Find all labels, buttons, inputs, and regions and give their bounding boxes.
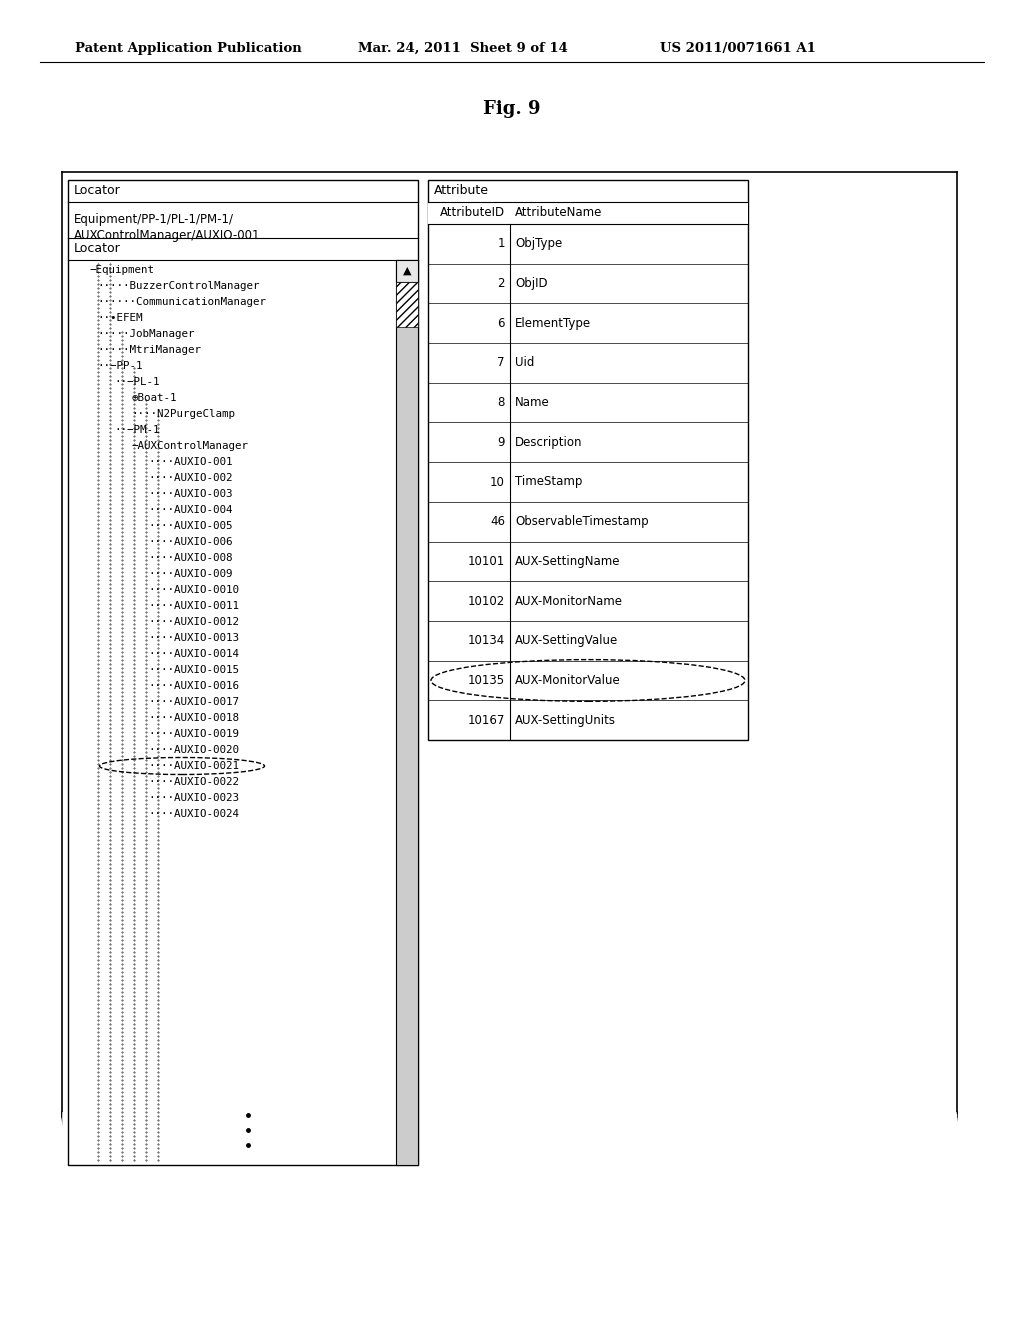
Text: ··−PL-1: ··−PL-1 [115,378,160,387]
Text: ····AUXIO-0024: ····AUXIO-0024 [148,809,240,818]
Text: ····AUXIO-0012: ····AUXIO-0012 [148,616,240,627]
Text: Fig. 9: Fig. 9 [483,100,541,117]
Text: 10101: 10101 [468,554,505,568]
Text: ····AUXIO-0010: ····AUXIO-0010 [148,585,240,595]
Text: ····AUXIO-0021: ····AUXIO-0021 [148,762,240,771]
Bar [396,282,418,327]
Text: ⊕Boat-1: ⊕Boat-1 [131,393,177,403]
Text: 10134: 10134 [468,635,505,647]
Text: ····AUXIO-008: ····AUXIO-008 [148,553,233,564]
Bar [396,260,418,1166]
Text: ····AUXIO-0018: ····AUXIO-0018 [148,713,240,723]
Text: −AUXControlManager: −AUXControlManager [131,441,249,451]
Text: ····AUXIO-006: ····AUXIO-006 [148,537,233,546]
Text: ··−PM-1: ··−PM-1 [115,425,160,436]
Text: Equipment/PP-1/PL-1/PM-1/: Equipment/PP-1/PL-1/PM-1/ [74,213,234,226]
Text: AUXControlManager/AUXIO-001: AUXControlManager/AUXIO-001 [74,228,260,242]
Text: AUX-MonitorValue: AUX-MonitorValue [515,675,621,686]
Text: 8: 8 [498,396,505,409]
Text: ····AUXIO-0014: ····AUXIO-0014 [148,649,240,659]
Text: ObjType: ObjType [515,238,562,251]
Text: Patent Application Publication: Patent Application Publication [75,42,302,55]
Text: 10167: 10167 [468,714,505,726]
Text: AUX-MonitorName: AUX-MonitorName [515,594,623,607]
Text: ····AUXIO-0013: ····AUXIO-0013 [148,634,240,643]
Text: Uid: Uid [515,356,535,370]
Text: ····AUXIO-0019: ····AUXIO-0019 [148,729,240,739]
Text: ObservableTimestamp: ObservableTimestamp [515,515,648,528]
Text: 10: 10 [490,475,505,488]
Text: Name: Name [515,396,550,409]
Text: AUX-SettingValue: AUX-SettingValue [515,635,618,647]
Bar [428,180,748,741]
Text: ····AUXIO-002: ····AUXIO-002 [148,473,233,483]
Text: ····AUXIO-0022: ····AUXIO-0022 [148,777,240,787]
Text: ····N2PurgeClamp: ····N2PurgeClamp [131,409,236,418]
Text: 46: 46 [490,515,505,528]
Text: ····AUXIO-009: ····AUXIO-009 [148,569,233,579]
Bar [428,202,748,224]
Text: ····AUXIO-0023: ····AUXIO-0023 [148,793,240,803]
Text: AUX-SettingUnits: AUX-SettingUnits [515,714,616,726]
Text: −Equipment: −Equipment [89,265,154,275]
Text: ·····MtriManager: ·····MtriManager [97,345,202,355]
Text: 1: 1 [498,238,505,251]
Text: 10102: 10102 [468,594,505,607]
Text: 9: 9 [498,436,505,449]
Text: AttributeID: AttributeID [440,206,505,219]
Text: ··−PP-1: ··−PP-1 [97,360,143,371]
Text: ▲: ▲ [402,267,412,276]
Text: ····AUXIO-0015: ····AUXIO-0015 [148,665,240,675]
Bar [68,180,418,1166]
Text: ····AUXIO-0020: ····AUXIO-0020 [148,744,240,755]
Text: ····AUXIO-0016: ····AUXIO-0016 [148,681,240,690]
Text: ····AUXIO-0011: ····AUXIO-0011 [148,601,240,611]
Text: ··•EFEM: ··•EFEM [97,313,143,323]
Text: ····AUXIO-004: ····AUXIO-004 [148,506,233,515]
Text: TimeStamp: TimeStamp [515,475,583,488]
Text: ·····BuzzerControlManager: ·····BuzzerControlManager [97,281,260,290]
Text: ····AUXIO-003: ····AUXIO-003 [148,488,233,499]
Text: 10135: 10135 [468,675,505,686]
Text: ·····JobManager: ·····JobManager [97,329,195,339]
Text: 7: 7 [498,356,505,370]
Text: ····AUXIO-0017: ····AUXIO-0017 [148,697,240,708]
Text: Locator: Locator [74,243,121,256]
Text: 6: 6 [498,317,505,330]
Text: AUX-SettingName: AUX-SettingName [515,554,621,568]
Text: Attribute: Attribute [434,185,489,198]
Text: Description: Description [515,436,583,449]
Text: 2: 2 [498,277,505,290]
Text: ····AUXIO-005: ····AUXIO-005 [148,521,233,531]
Bar [396,260,418,282]
Text: Mar. 24, 2011  Sheet 9 of 14: Mar. 24, 2011 Sheet 9 of 14 [358,42,568,55]
Polygon shape [63,1111,956,1177]
Text: Locator: Locator [74,185,121,198]
Text: ElementType: ElementType [515,317,591,330]
Text: US 2011/0071661 A1: US 2011/0071661 A1 [660,42,816,55]
Text: ······CommunicationManager: ······CommunicationManager [97,297,266,308]
Text: AttributeName: AttributeName [515,206,602,219]
Text: ObjID: ObjID [515,277,548,290]
Text: ····AUXIO-001: ····AUXIO-001 [148,457,233,467]
